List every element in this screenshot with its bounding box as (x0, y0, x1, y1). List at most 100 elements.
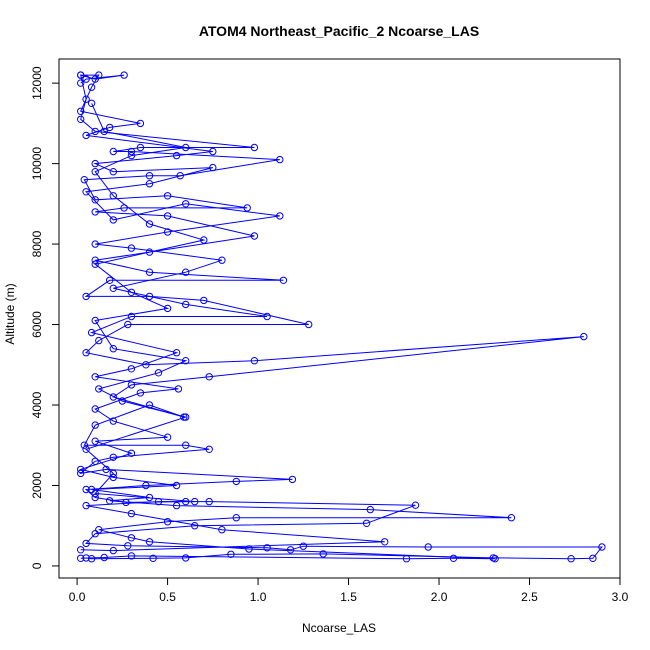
data-point (182, 441, 190, 449)
data-point (77, 465, 85, 474)
data-point (77, 107, 85, 116)
data-point (82, 349, 90, 357)
data-point (91, 208, 99, 216)
data-point (142, 481, 150, 490)
data-point (507, 514, 516, 522)
y-tick-label: 10000 (30, 147, 44, 181)
data-point (91, 437, 99, 445)
data-point (145, 248, 154, 256)
data-point (589, 554, 597, 562)
data-point (491, 555, 499, 563)
data-point (145, 538, 154, 546)
data-point (77, 554, 85, 562)
data-point (136, 389, 145, 397)
data-point (87, 555, 96, 563)
data-point (145, 268, 154, 276)
data-point (127, 244, 136, 252)
plot-frame (58, 58, 621, 579)
data-point (80, 176, 89, 184)
data-point (82, 445, 90, 453)
data-point (402, 555, 411, 563)
data-point (100, 553, 108, 562)
data-point (127, 151, 136, 160)
data-point (95, 336, 103, 345)
data-point (598, 543, 606, 551)
data-point (209, 163, 217, 172)
data-point (250, 143, 259, 152)
data-point (250, 232, 259, 240)
data-point (109, 216, 118, 224)
y-tick-label: 0 (30, 562, 44, 569)
data-point (286, 546, 295, 554)
data-point (182, 300, 190, 309)
data-point (91, 159, 99, 168)
data-point (172, 501, 181, 510)
data-point (109, 168, 118, 176)
data-point (163, 228, 172, 236)
data-point (276, 212, 284, 220)
data-point (91, 405, 99, 413)
data-point (200, 236, 208, 244)
data-point (163, 304, 172, 313)
data-point (182, 554, 190, 562)
data-point (95, 526, 103, 534)
data-point (176, 172, 184, 180)
data-point (77, 79, 85, 87)
data-point (205, 373, 213, 381)
data-point (91, 421, 99, 429)
data-point (205, 445, 213, 453)
data-point (218, 526, 226, 534)
data-point (91, 240, 99, 248)
data-point (136, 143, 145, 152)
data-point (106, 276, 114, 284)
data-point (205, 497, 213, 506)
data-point (163, 192, 172, 200)
data-point (91, 493, 99, 502)
y-axis: 0 2000 4000 6000 8000 10000 12000 (30, 66, 60, 569)
data-point (82, 75, 90, 83)
data-point (77, 115, 85, 124)
x-axis: 0.0 0.5 1.0 1.5 2.0 2.5 3.0 (69, 577, 629, 604)
data-point (567, 555, 575, 563)
data-point (95, 71, 103, 79)
data-point (174, 385, 183, 393)
data-point (366, 505, 374, 514)
x-tick-label: 1.0 (250, 590, 267, 604)
data-point (127, 288, 136, 296)
data-point (172, 349, 181, 357)
series-line (80, 103, 385, 552)
y-tick-label: 4000 (30, 391, 44, 418)
data-point (77, 546, 85, 554)
data-point (100, 127, 108, 136)
data-point (182, 268, 190, 276)
x-axis-label: Ncoarse_LAS (302, 621, 376, 635)
data-point (145, 172, 154, 180)
series-layer (77, 71, 606, 563)
data-point (319, 550, 327, 558)
x-tick-label: 3.0 (612, 590, 629, 604)
data-point (305, 320, 313, 329)
data-point (80, 441, 89, 449)
data-point (82, 501, 90, 510)
data-point (91, 168, 99, 176)
data-point (82, 95, 90, 103)
data-point (91, 260, 99, 268)
data-point (154, 369, 163, 377)
data-point (580, 332, 588, 341)
data-point (82, 485, 90, 494)
data-point (127, 312, 136, 321)
y-axis-label: Altitude (m) (3, 283, 17, 344)
y-tick-label: 2000 (30, 472, 44, 499)
data-point (109, 192, 118, 200)
data-point (124, 320, 132, 329)
data-point (191, 497, 199, 506)
data-point (182, 413, 190, 421)
data-point (124, 542, 132, 550)
data-point (232, 514, 241, 522)
x-tick-label: 2.0 (431, 590, 448, 604)
data-point (95, 385, 103, 393)
data-point (200, 296, 208, 305)
data-point (263, 544, 271, 552)
chart-title: ATOM4 Northeast_Pacific_2 Ncoarse_LAS (199, 23, 479, 39)
